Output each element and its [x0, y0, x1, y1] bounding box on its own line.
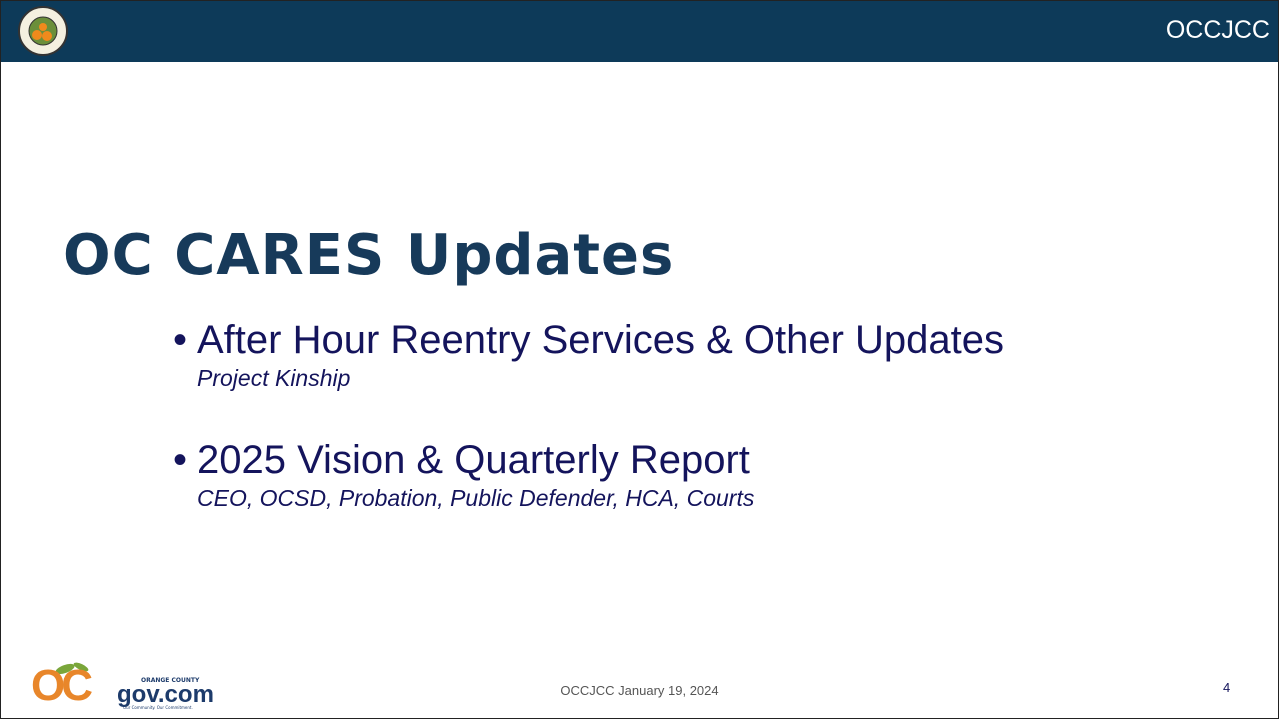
logo-leaves — [55, 662, 89, 675]
bullet-text: 2025 Vision & Quarterly Report — [173, 438, 754, 483]
ocgov-logo: OC ORANGE COUNTY gov.com Our Community. … — [31, 657, 251, 713]
footer-date: OCCJCC January 19, 2024 — [560, 683, 719, 698]
bullet-subtext: Project Kinship — [197, 365, 351, 391]
bullet: After Hour Reentry Services & Other Upda… — [173, 318, 1004, 392]
page-number: 4 — [1223, 680, 1231, 695]
county-seal — [18, 6, 68, 56]
bullet: 2025 Vision & Quarterly Report CEO, OCSD… — [173, 438, 754, 512]
slide-title: OC CARES Updates — [63, 223, 675, 288]
logo-county: ORANGE COUNTY — [141, 677, 200, 684]
brand: OCCJCC — [1165, 16, 1270, 44]
bullet-subtext: CEO, OCSD, Probation, Public Defender, H… — [197, 485, 755, 511]
logo-tagline: Our Community. Our Commitment. — [123, 705, 193, 710]
header-bar: OCCJCC — [1, 1, 1278, 62]
logo-name: gov.com — [117, 681, 214, 708]
logo-mark: OC — [31, 661, 93, 710]
bullet-text: After Hour Reentry Services & Other Upda… — [173, 318, 1004, 363]
